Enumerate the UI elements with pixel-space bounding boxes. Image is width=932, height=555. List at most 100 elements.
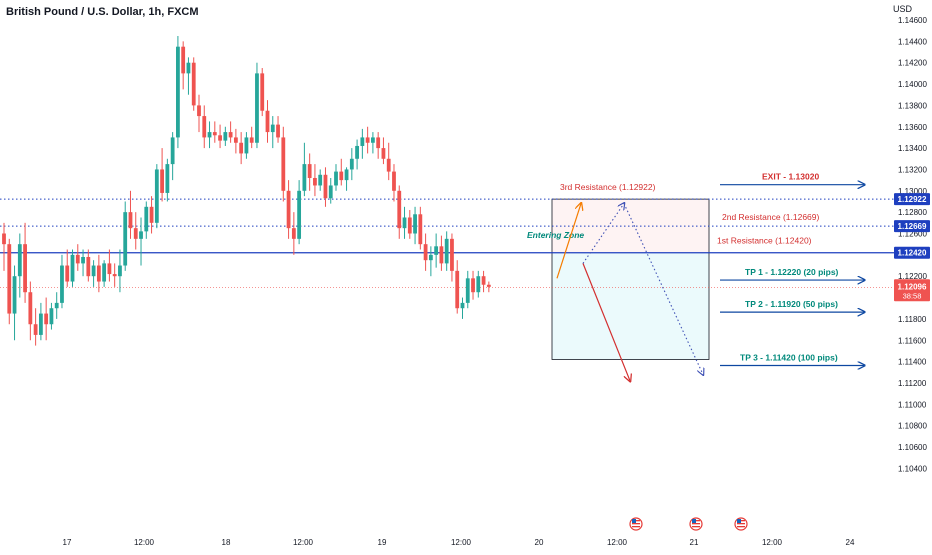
dotted-drop-arrow: [623, 203, 703, 374]
candle-body: [344, 169, 349, 181]
candle-body: [334, 171, 338, 186]
us-flag-icon[interactable]: [734, 517, 748, 531]
entering-zone-label: Entering Zone: [527, 230, 584, 240]
x-tick-label: 19: [378, 538, 387, 547]
y-tick-label: 1.12800: [898, 208, 927, 217]
candle-body: [465, 278, 470, 303]
x-tick-label: 12:00: [134, 538, 155, 547]
reward-zone: [552, 252, 709, 360]
candle-body: [486, 284, 491, 287]
y-tick-label: 1.13200: [898, 165, 927, 174]
candle-body: [123, 212, 128, 266]
candle-body: [144, 206, 149, 232]
candle-body: [218, 135, 222, 141]
candle-body: [65, 265, 70, 282]
x-tick-label: 12:00: [293, 538, 314, 547]
level-label-3rd-resistance: 3rd Resistance (1.12922): [560, 182, 656, 192]
candle-body: [365, 137, 370, 143]
candle-body: [402, 217, 407, 229]
y-tick-label: 1.10800: [898, 422, 927, 431]
current-price-value: 1.12096: [898, 282, 927, 291]
candle-body: [186, 62, 191, 74]
candle-body: [128, 212, 133, 229]
candle-body: [376, 137, 381, 149]
y-tick-label: 1.12600: [898, 230, 927, 239]
candle-body: [107, 263, 112, 275]
x-tick-label: 20: [535, 538, 544, 547]
y-tick-label: 1.11400: [898, 358, 927, 367]
candle-body: [481, 276, 486, 285]
y-tick-label: 1.11000: [898, 400, 927, 409]
candle-body: [455, 270, 460, 309]
price-badge-1st: 1.12420: [898, 249, 927, 258]
price-badge-1st-bg: [894, 246, 930, 259]
candle-body: [38, 313, 43, 335]
flag-stripe: [632, 526, 640, 528]
candle-body: [44, 313, 49, 325]
target-label: TP 1 - 1.12220 (20 pips): [745, 267, 839, 277]
candle-body: [60, 265, 64, 303]
y-tick-label: 1.10600: [898, 443, 927, 452]
flag-stripe: [632, 523, 640, 525]
y-tick-label: 1.13400: [898, 144, 927, 153]
drop-arrow: [582, 263, 630, 380]
candle-body: [75, 254, 80, 264]
candle-body: [328, 185, 333, 199]
candle-body: [434, 246, 439, 255]
candle-body: [2, 233, 6, 245]
x-tick-label: 18: [222, 538, 231, 547]
candle-body: [397, 190, 402, 229]
candle-body: [33, 324, 38, 335]
price-badge-2nd-bg: [894, 220, 930, 233]
candle-body: [96, 265, 101, 282]
position-box-border: [551, 198, 710, 360]
y-tick-label: 1.14600: [898, 16, 927, 25]
x-tick-label: 12:00: [451, 538, 472, 547]
price-badge-2nd: 1.12669: [898, 222, 927, 231]
y-tick-label: 1.10400: [898, 464, 927, 473]
candle-body: [102, 263, 107, 282]
candle-body: [23, 244, 27, 293]
y-tick-label: 1.11600: [898, 336, 927, 345]
candle-body: [81, 256, 85, 264]
candle-body: [17, 244, 22, 277]
chart-title: British Pound / U.S. Dollar, 1h, FXCM: [6, 6, 199, 18]
candle-body: [291, 228, 296, 239]
candle-body: [202, 116, 207, 138]
candle-body: [281, 137, 286, 191]
candle-body: [407, 217, 412, 234]
candle-body: [381, 148, 386, 159]
us-flag-icon[interactable]: [629, 517, 643, 531]
x-tick-label: 12:00: [762, 538, 783, 547]
us-flag-icon[interactable]: [689, 517, 703, 531]
candle-body: [154, 169, 159, 223]
flag-stripe: [692, 523, 700, 525]
candle-body: [91, 265, 96, 277]
price-axis: [894, 0, 932, 550]
candle-body: [223, 132, 228, 141]
y-tick-label: 1.13800: [898, 101, 927, 110]
target-label: EXIT - 1.13020: [762, 172, 819, 182]
candle-body: [244, 137, 249, 154]
candle-body: [249, 137, 254, 143]
y-tick-label: 1.13600: [898, 123, 927, 132]
candle-body: [165, 164, 170, 193]
candle-body: [7, 244, 12, 314]
candle-body: [318, 174, 323, 186]
candle-body: [339, 171, 344, 181]
candle-body: [233, 137, 238, 143]
candle-body: [191, 62, 196, 106]
candle-body: [255, 73, 259, 143]
level-label-1st-resistance: 1st Resistance (1.12420): [717, 236, 812, 246]
candle-body: [139, 231, 143, 239]
flag-canton: [737, 519, 741, 523]
flag-canton: [692, 519, 696, 523]
candle-body: [460, 302, 465, 309]
y-tick-label: 1.14200: [898, 59, 927, 68]
candle-body: [270, 124, 275, 133]
candle-body: [286, 190, 291, 229]
flag-stripe: [692, 526, 700, 528]
candle-body: [170, 137, 175, 165]
